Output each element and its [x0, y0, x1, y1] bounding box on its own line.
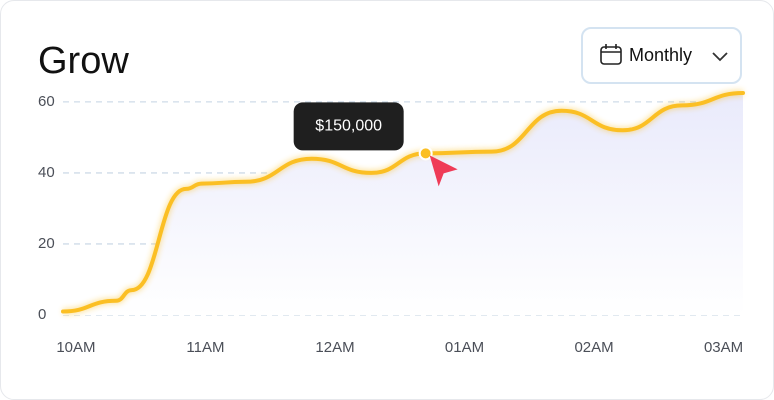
x-tick-label: 12AM	[315, 339, 354, 356]
tooltip-box	[293, 102, 404, 151]
x-tick-label: 11AM	[186, 339, 224, 356]
y-tick-label: 20	[38, 235, 55, 252]
x-tick-label: 03AM	[704, 339, 743, 356]
calendar-icon	[600, 44, 622, 65]
line	[61, 91, 745, 314]
plot: 0 20 40 60 10AM 11AM 12AM 01AM 02AM 03AM $150,000	[38, 90, 745, 356]
x-tick-label: 01AM	[445, 339, 484, 356]
y-tick-label: 60	[38, 93, 55, 110]
x-tick-label: 10AM	[56, 339, 95, 356]
cursor-icon	[429, 155, 458, 187]
area	[63, 93, 743, 315]
dropdown[interactable]: Monthly	[581, 27, 742, 84]
x-tick-label: 02AM	[574, 339, 613, 356]
dropdown-box[interactable]	[581, 27, 742, 84]
tooltip-label: $150,000	[315, 118, 382, 135]
y-tick-label: 0	[38, 306, 46, 323]
chevron-icon	[712, 52, 728, 62]
y-tick-label: 40	[38, 164, 55, 181]
chart-title: Grow	[38, 40, 129, 82]
dropdown-label: Monthly	[629, 45, 692, 65]
highlight-point	[418, 146, 433, 161]
